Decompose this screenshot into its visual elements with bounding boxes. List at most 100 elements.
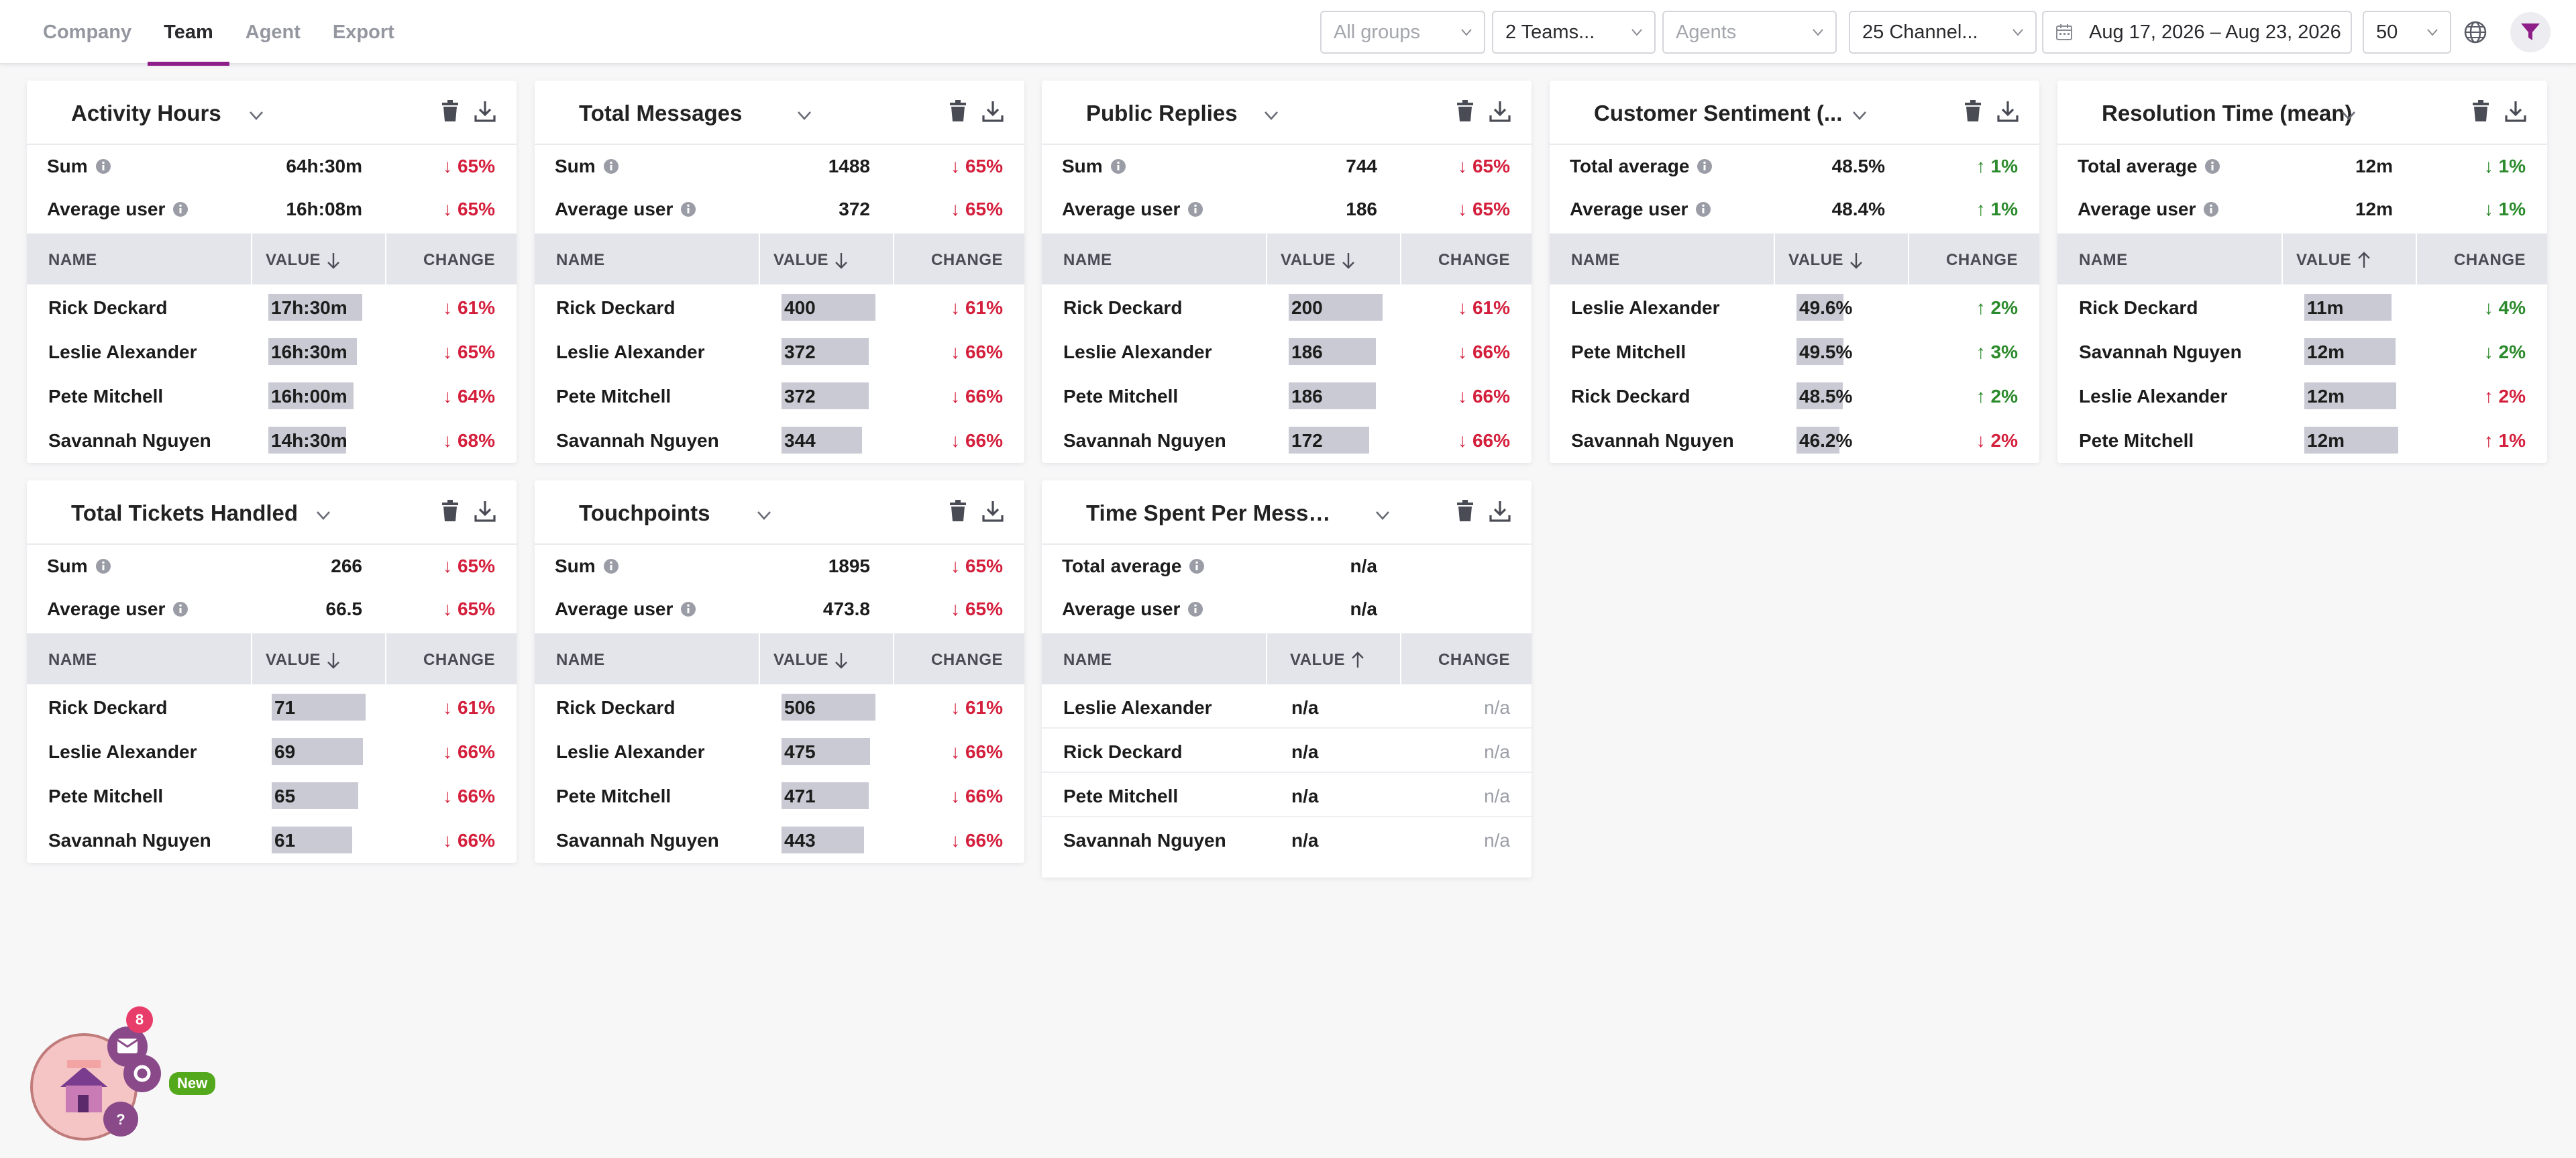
info-icon[interactable]: [602, 158, 620, 175]
download-icon[interactable]: [1489, 99, 1511, 123]
value-column-header[interactable]: VALUE: [773, 651, 849, 670]
table-row[interactable]: Leslie Alexander 69 ↓ 66%: [27, 729, 517, 773]
table-row[interactable]: Savannah Nguyen n/a n/a: [1042, 817, 1532, 861]
table-row[interactable]: Leslie Alexander 372 ↓ 66%: [535, 329, 1024, 373]
download-icon[interactable]: [1996, 99, 2019, 123]
tab-agent[interactable]: Agent: [245, 21, 301, 43]
value-column-header[interactable]: VALUE: [266, 651, 341, 670]
name-column-header[interactable]: NAME: [2079, 251, 2128, 269]
table-row[interactable]: Leslie Alexander 186 ↓ 66%: [1042, 329, 1532, 373]
table-row[interactable]: Pete Mitchell n/a n/a: [1042, 773, 1532, 817]
trash-icon[interactable]: [1454, 499, 1477, 523]
chevron-down-icon[interactable]: [795, 106, 814, 125]
groups-select[interactable]: All groups: [1320, 11, 1485, 54]
table-row[interactable]: Rick Deckard n/a n/a: [1042, 729, 1532, 773]
table-row[interactable]: Leslie Alexander 16h:30m ↓ 65%: [27, 329, 517, 373]
name-column-header[interactable]: NAME: [556, 651, 605, 669]
trash-icon[interactable]: [439, 99, 462, 123]
info-icon[interactable]: [602, 558, 620, 575]
table-row[interactable]: Pete Mitchell 65 ↓ 66%: [27, 773, 517, 817]
table-row[interactable]: Pete Mitchell 49.5% ↑ 3%: [1550, 329, 2039, 373]
trash-icon[interactable]: [1962, 99, 1984, 123]
filter-button[interactable]: [2510, 12, 2551, 52]
info-icon[interactable]: [1110, 158, 1127, 175]
channels-select[interactable]: 25 Channel...: [1849, 11, 2037, 54]
tab-team[interactable]: Team: [148, 0, 229, 66]
tab-export[interactable]: Export: [332, 21, 394, 43]
chevron-down-icon[interactable]: [1373, 506, 1392, 525]
date-range-picker[interactable]: Aug 17, 2026 – Aug 23, 2026: [2042, 11, 2352, 54]
table-row[interactable]: Savannah Nguyen 61 ↓ 66%: [27, 817, 517, 861]
table-row[interactable]: Rick Deckard 400 ↓ 61%: [535, 284, 1024, 329]
value-column-header[interactable]: VALUE: [2296, 251, 2371, 270]
value-column-header[interactable]: VALUE: [773, 251, 849, 270]
name-column-header[interactable]: NAME: [556, 251, 605, 269]
table-row[interactable]: Savannah Nguyen 12m ↓ 2%: [2057, 329, 2547, 373]
download-icon[interactable]: [2504, 99, 2527, 123]
value-column-header[interactable]: VALUE: [266, 251, 341, 270]
info-icon[interactable]: [95, 558, 112, 575]
table-row[interactable]: Rick Deckard 71 ↓ 61%: [27, 684, 517, 729]
trash-icon[interactable]: [439, 499, 462, 523]
value-column-header[interactable]: VALUE: [1788, 251, 1864, 270]
info-icon[interactable]: [1188, 558, 1205, 575]
info-icon[interactable]: [1695, 201, 1712, 218]
table-row[interactable]: Leslie Alexander n/a n/a: [1042, 684, 1532, 729]
chevron-down-icon[interactable]: [2339, 106, 2358, 125]
change-column-header[interactable]: CHANGE: [2453, 251, 2526, 269]
table-row[interactable]: Savannah Nguyen 443 ↓ 66%: [535, 817, 1024, 861]
change-column-header[interactable]: CHANGE: [930, 651, 1003, 669]
trash-icon[interactable]: [947, 499, 969, 523]
chevron-down-icon[interactable]: [1850, 106, 1869, 125]
name-column-header[interactable]: NAME: [48, 251, 97, 269]
table-row[interactable]: Pete Mitchell 471 ↓ 66%: [535, 773, 1024, 817]
download-icon[interactable]: [981, 499, 1004, 523]
info-icon[interactable]: [1187, 201, 1204, 218]
page-size-select[interactable]: 50: [2363, 11, 2451, 54]
info-icon[interactable]: [172, 201, 189, 218]
change-column-header[interactable]: CHANGE: [1438, 251, 1510, 269]
info-icon[interactable]: [2202, 201, 2220, 218]
table-row[interactable]: Leslie Alexander 12m ↑ 2%: [2057, 373, 2547, 417]
table-row[interactable]: Savannah Nguyen 172 ↓ 66%: [1042, 417, 1532, 462]
teams-select[interactable]: 2 Teams...: [1492, 11, 1656, 54]
trash-icon[interactable]: [1454, 99, 1477, 123]
info-icon[interactable]: [680, 201, 697, 218]
chevron-down-icon[interactable]: [755, 506, 773, 525]
table-row[interactable]: Rick Deckard 17h:30m ↓ 61%: [27, 284, 517, 329]
timezone-button[interactable]: [2459, 16, 2491, 48]
table-row[interactable]: Savannah Nguyen 46.2% ↓ 2%: [1550, 417, 2039, 462]
table-row[interactable]: Rick Deckard 11m ↓ 4%: [2057, 284, 2547, 329]
table-row[interactable]: Rick Deckard 506 ↓ 61%: [535, 684, 1024, 729]
trash-icon[interactable]: [2469, 99, 2492, 123]
value-column-header[interactable]: VALUE: [1281, 251, 1356, 270]
trash-icon[interactable]: [947, 99, 969, 123]
chevron-down-icon[interactable]: [314, 506, 333, 525]
info-icon[interactable]: [95, 158, 112, 175]
info-icon[interactable]: [1696, 158, 1713, 175]
chevron-down-icon[interactable]: [247, 106, 266, 125]
value-column-header[interactable]: VALUE: [1290, 651, 1365, 670]
change-column-header[interactable]: CHANGE: [930, 251, 1003, 269]
table-row[interactable]: Pete Mitchell 12m ↑ 1%: [2057, 417, 2547, 462]
name-column-header[interactable]: NAME: [48, 651, 97, 669]
change-column-header[interactable]: CHANGE: [1945, 251, 2018, 269]
info-icon[interactable]: [1187, 600, 1204, 618]
name-column-header[interactable]: NAME: [1063, 251, 1112, 269]
change-column-header[interactable]: CHANGE: [423, 651, 495, 669]
table-row[interactable]: Pete Mitchell 186 ↓ 66%: [1042, 373, 1532, 417]
download-icon[interactable]: [474, 99, 496, 123]
help-widget[interactable]: ? 8 New: [27, 1006, 228, 1154]
table-row[interactable]: Pete Mitchell 372 ↓ 66%: [535, 373, 1024, 417]
download-icon[interactable]: [1489, 499, 1511, 523]
change-column-header[interactable]: CHANGE: [1438, 651, 1510, 669]
table-row[interactable]: Savannah Nguyen 344 ↓ 66%: [535, 417, 1024, 462]
change-column-header[interactable]: CHANGE: [423, 251, 495, 269]
chevron-down-icon[interactable]: [1262, 106, 1281, 125]
download-icon[interactable]: [474, 499, 496, 523]
table-row[interactable]: Pete Mitchell 16h:00m ↓ 64%: [27, 373, 517, 417]
name-column-header[interactable]: NAME: [1063, 651, 1112, 669]
tab-company[interactable]: Company: [43, 21, 132, 43]
download-icon[interactable]: [981, 99, 1004, 123]
info-icon[interactable]: [2204, 158, 2221, 175]
